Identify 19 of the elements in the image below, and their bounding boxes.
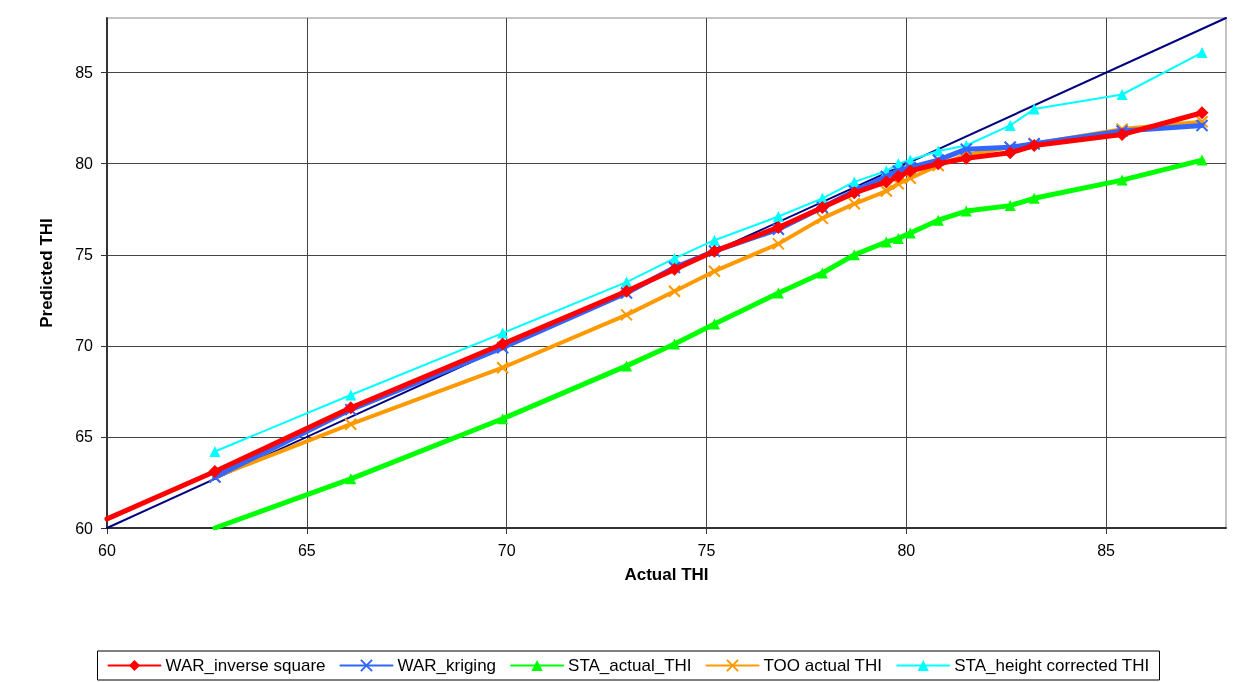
legend-label: TOO actual THI <box>763 656 882 675</box>
x-tick-label: 70 <box>497 541 516 559</box>
x-tick-label: 80 <box>897 541 916 559</box>
legend-label: WAR_kriging <box>397 656 497 675</box>
y-tick-label: 70 <box>75 337 94 355</box>
y-tick-label: 75 <box>75 246 94 264</box>
x-tick-label: 60 <box>98 541 116 559</box>
y-axis-title: Predicted THI <box>37 218 56 328</box>
legend-label: STA_height corrected THI <box>954 656 1150 675</box>
y-tick-label: 65 <box>75 428 94 446</box>
legend-label: STA_actual_THI <box>568 656 692 675</box>
y-tick-label: 80 <box>75 155 94 173</box>
x-axis-title: Actual THI <box>624 565 709 584</box>
y-tick-label: 85 <box>75 64 94 82</box>
y-tick-label: 60 <box>75 519 94 537</box>
x-tick-label: 75 <box>697 541 716 559</box>
x-tick-label: 65 <box>297 541 316 559</box>
x-tick-label: 85 <box>1097 541 1116 559</box>
legend-label: WAR_inverse square <box>165 656 326 675</box>
